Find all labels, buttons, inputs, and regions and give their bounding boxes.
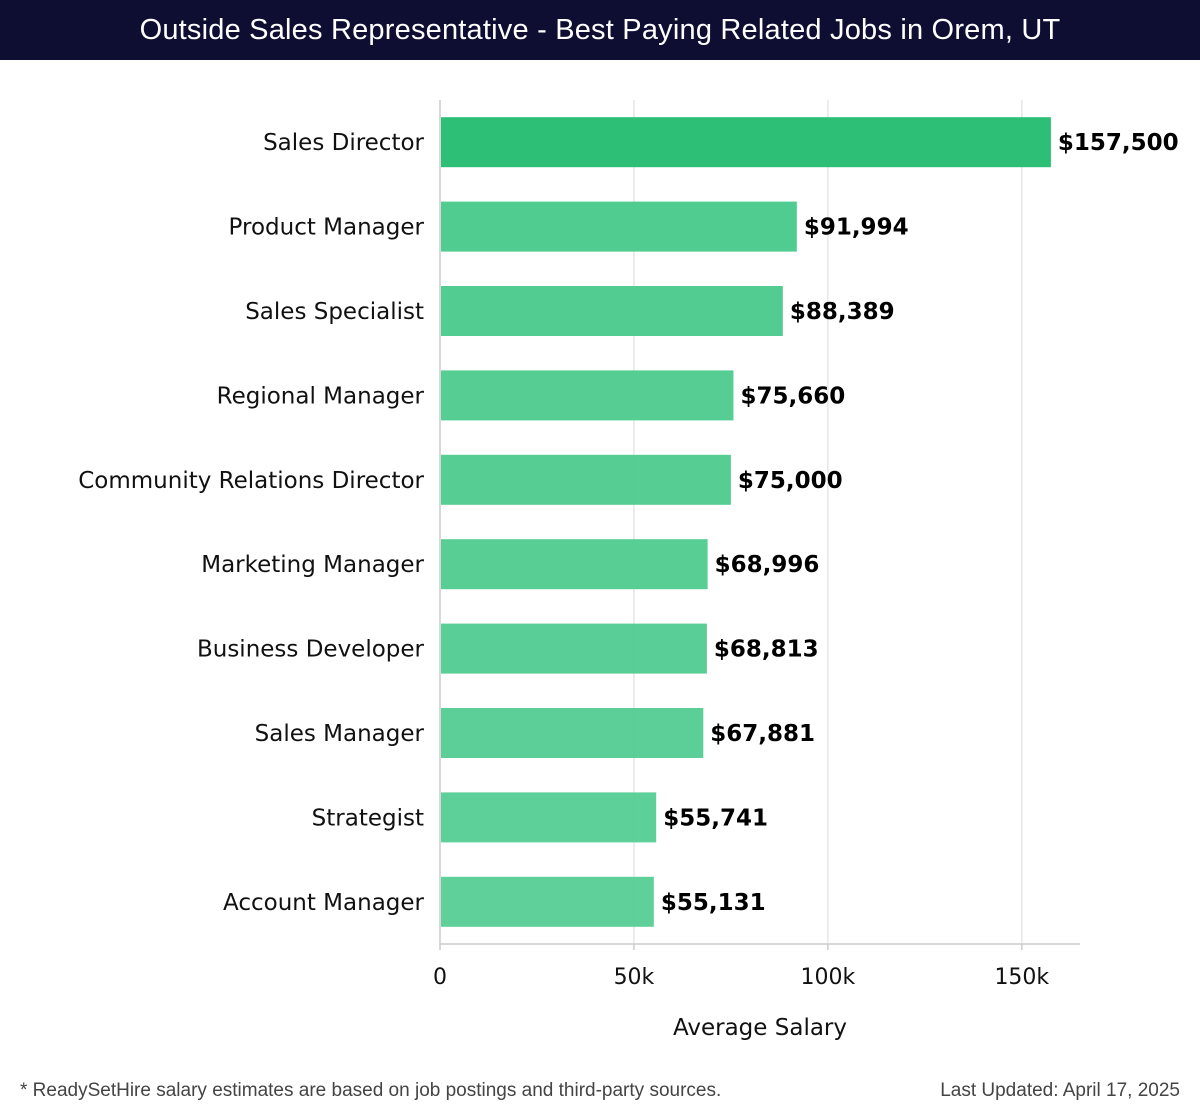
bar <box>441 539 708 590</box>
category-label: Regional Manager <box>217 383 425 409</box>
value-label: $55,131 <box>661 890 766 916</box>
bars <box>441 117 1051 927</box>
value-label: $75,000 <box>738 468 843 494</box>
category-label: Product Manager <box>229 215 425 241</box>
category-label: Sales Manager <box>255 721 425 747</box>
chart-title-banner: Outside Sales Representative - Best Payi… <box>0 0 1200 60</box>
value-label: $67,881 <box>710 721 815 747</box>
bar <box>441 454 731 505</box>
category-label: Community Relations Director <box>78 468 424 494</box>
bar-chart: 0 50k 100k 150k Sales Director Product Manag… <box>78 100 1179 1041</box>
bar <box>441 201 797 252</box>
category-labels: Sales Director Product Manager Sales Speci… <box>78 130 424 916</box>
value-label: $75,660 <box>740 383 845 409</box>
x-tick-label: 50k <box>614 965 655 990</box>
value-label: $55,741 <box>663 805 768 831</box>
bar <box>441 876 654 927</box>
bar <box>441 370 734 421</box>
value-labels: $157,500 $91,994 $88,389 $75,660 $75,000 $68,… <box>661 130 1179 916</box>
bar <box>441 623 707 674</box>
last-updated: Last Updated: April 17, 2025 <box>940 1080 1180 1101</box>
category-label: Business Developer <box>197 637 425 663</box>
x-tick-label: 150k <box>994 965 1049 990</box>
value-label: $91,994 <box>804 215 909 241</box>
x-tick-label: 0 <box>433 965 447 990</box>
category-label: Account Manager <box>223 890 425 916</box>
footnote: * ReadySetHire salary estimates are base… <box>20 1080 722 1101</box>
value-label: $68,813 <box>714 637 819 663</box>
bar <box>441 117 1051 168</box>
x-axis: 0 50k 100k 150k <box>433 100 1080 990</box>
bar <box>441 792 657 843</box>
value-label: $68,996 <box>715 552 820 578</box>
x-axis-title: Average Salary <box>673 1015 847 1041</box>
value-label: $157,500 <box>1058 130 1179 156</box>
category-label: Sales Specialist <box>245 299 424 325</box>
value-label: $88,389 <box>790 299 895 325</box>
category-label: Strategist <box>312 805 424 831</box>
chart-title: Outside Sales Representative - Best Payi… <box>139 13 1061 46</box>
bar <box>441 708 704 758</box>
bar <box>441 286 783 336</box>
x-tick-label: 100k <box>801 965 856 990</box>
category-label: Marketing Manager <box>201 552 424 578</box>
category-label: Sales Director <box>263 130 424 156</box>
